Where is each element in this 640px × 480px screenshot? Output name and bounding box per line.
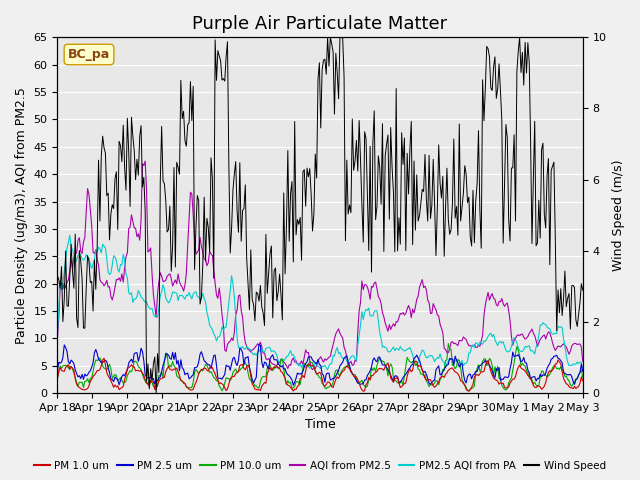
Y-axis label: Particle Density (ug/m3), AQI from PM2.5: Particle Density (ug/m3), AQI from PM2.5 <box>15 87 28 344</box>
Title: Purple Air Particulate Matter: Purple Air Particulate Matter <box>193 15 447 33</box>
Legend: PM 1.0 um, PM 2.5 um, PM 10.0 um, AQI from PM2.5, PM2.5 AQI from PA, Wind Speed: PM 1.0 um, PM 2.5 um, PM 10.0 um, AQI fr… <box>30 456 610 475</box>
X-axis label: Time: Time <box>305 419 335 432</box>
Text: BC_pa: BC_pa <box>68 48 110 61</box>
Y-axis label: Wind Speed (m/s): Wind Speed (m/s) <box>612 159 625 271</box>
